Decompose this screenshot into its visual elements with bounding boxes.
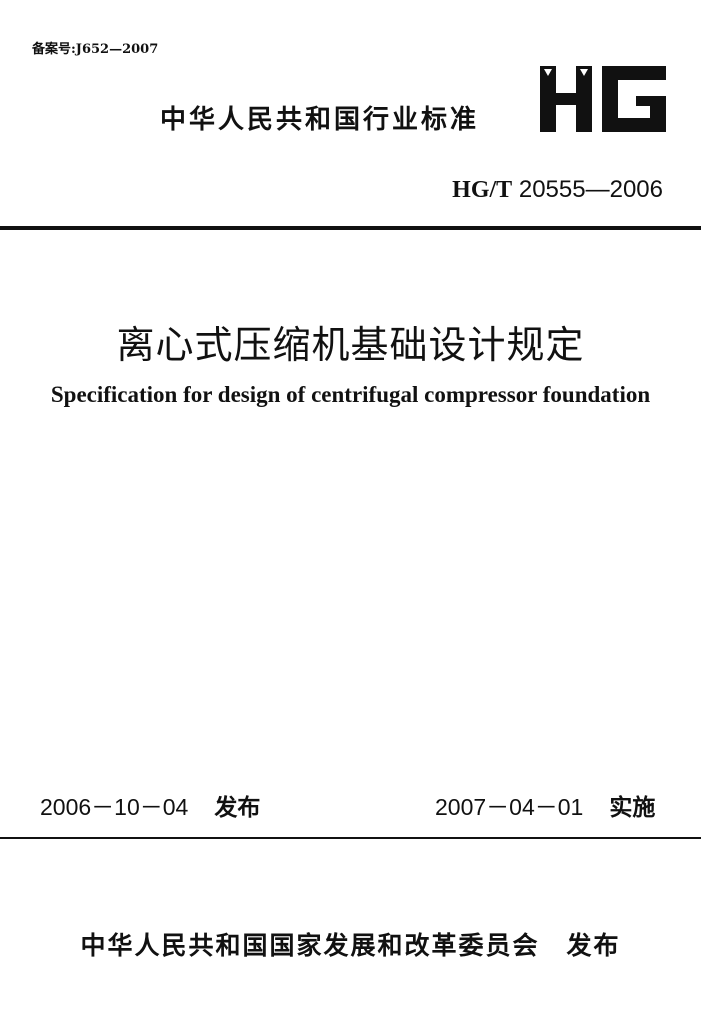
standard-code-prefix: HG/T — [452, 177, 513, 203]
record-number: 备案号:J652—2007 — [32, 42, 159, 57]
standard-code: HG/T 20555—2006 — [452, 176, 663, 204]
standard-code-number: 20555—2006 — [518, 176, 663, 203]
issue-date: 2006－10－04 发布 — [40, 788, 260, 822]
title-english: Specification for design of centrifugal … — [50, 382, 651, 407]
implementation-date: 2007－04－01 实施 — [435, 788, 655, 822]
issue-date-value: 2006－10－04 — [40, 794, 189, 820]
title-chinese: 离心式压缩机基础设计规定 — [116, 323, 585, 367]
industry-standard-heading: 中华人民共和国行业标准 — [160, 105, 480, 135]
implementation-label: 实施 — [609, 795, 656, 821]
implementation-date-value: 2007－04－01 — [435, 794, 584, 820]
publisher: 中华人民共和国国家发展和改革委员会 发布 — [80, 931, 621, 960]
issue-label: 发布 — [214, 795, 261, 821]
hg-logo — [540, 66, 666, 132]
bottom-divider — [0, 837, 701, 839]
top-divider — [0, 226, 701, 230]
